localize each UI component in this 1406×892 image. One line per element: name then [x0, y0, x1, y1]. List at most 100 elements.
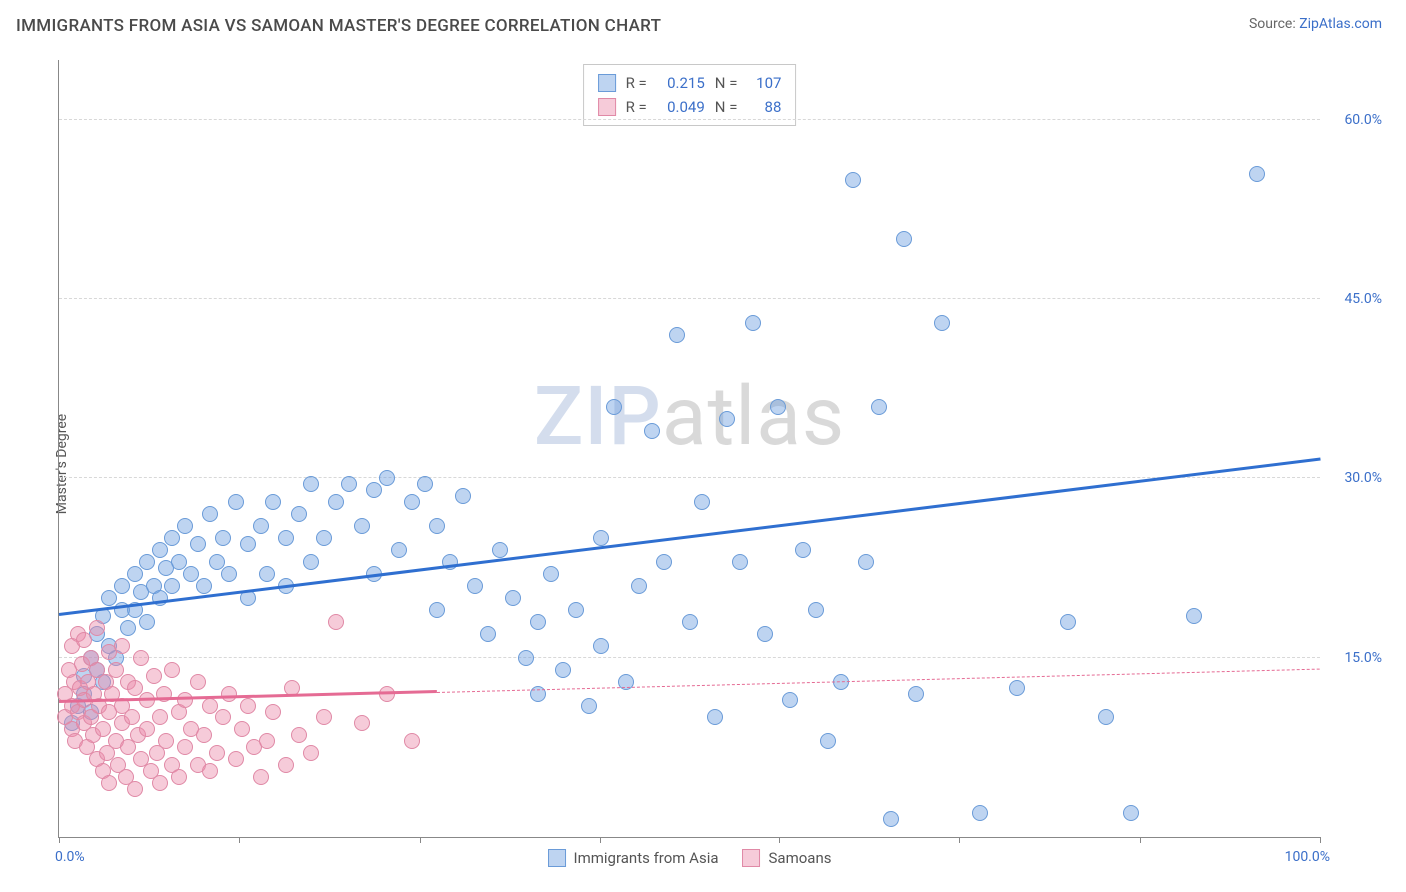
data-point [316, 530, 332, 546]
data-point [644, 423, 660, 439]
data-point [240, 698, 256, 714]
data-point [354, 518, 370, 534]
x-tick [959, 837, 960, 843]
y-tick-label: 30.0% [1344, 470, 1382, 486]
x-axis-max: 100.0% [1285, 849, 1330, 865]
data-point [871, 399, 887, 415]
data-point [265, 704, 281, 720]
data-point [124, 709, 140, 725]
data-point [221, 686, 237, 702]
data-point [1186, 608, 1202, 624]
y-tick-label: 45.0% [1344, 291, 1382, 307]
data-point [732, 554, 748, 570]
data-point [89, 620, 105, 636]
data-point [164, 662, 180, 678]
data-point [303, 554, 319, 570]
data-point [202, 763, 218, 779]
data-point [209, 554, 225, 570]
data-point [291, 506, 307, 522]
stat-r-label: R = [626, 71, 647, 95]
data-point [202, 506, 218, 522]
data-point [354, 715, 370, 731]
data-point [366, 482, 382, 498]
data-point [259, 733, 275, 749]
data-point [114, 638, 130, 654]
data-point [177, 518, 193, 534]
data-point [127, 566, 143, 582]
data-point [669, 327, 685, 343]
data-point [183, 566, 199, 582]
data-point [820, 733, 836, 749]
data-point [606, 399, 622, 415]
data-point [757, 626, 773, 642]
data-point [467, 578, 483, 594]
data-point [152, 709, 168, 725]
data-point [164, 530, 180, 546]
data-point [492, 542, 508, 558]
stat-r-label: R = [626, 95, 647, 119]
data-point [177, 739, 193, 755]
data-point [1123, 805, 1139, 821]
stat-n-label: N = [715, 71, 738, 95]
data-point [120, 620, 136, 636]
data-point [341, 476, 357, 492]
data-point [139, 614, 155, 630]
data-point [215, 709, 231, 725]
stats-row: R =0.049N =88 [598, 95, 782, 119]
data-point [429, 518, 445, 534]
data-point [934, 315, 950, 331]
data-point [896, 231, 912, 247]
data-point [253, 769, 269, 785]
data-point [1098, 709, 1114, 725]
data-point [265, 494, 281, 510]
stat-n-value: 88 [747, 95, 781, 119]
data-point [694, 494, 710, 510]
data-point [101, 590, 117, 606]
data-point [845, 172, 861, 188]
data-point [455, 488, 471, 504]
stat-r-value: 0.049 [657, 95, 705, 119]
data-point [158, 733, 174, 749]
data-point [518, 650, 534, 666]
data-point [228, 751, 244, 767]
data-point [215, 530, 231, 546]
x-tick [59, 837, 60, 843]
data-point [719, 411, 735, 427]
legend-label: Immigrants from Asia [574, 849, 719, 867]
data-point [171, 554, 187, 570]
source-link[interactable]: ZipAtlas.com [1299, 16, 1382, 32]
y-tick-label: 15.0% [1344, 650, 1382, 666]
data-point [391, 542, 407, 558]
stats-legend: R =0.215N =107R =0.049N =88 [583, 64, 797, 126]
data-point [480, 626, 496, 642]
data-point [404, 733, 420, 749]
data-point [707, 709, 723, 725]
data-point [133, 650, 149, 666]
data-point [555, 662, 571, 678]
gridline [59, 477, 1320, 478]
legend-item: Immigrants from Asia [548, 849, 719, 867]
data-point [908, 686, 924, 702]
data-point [316, 709, 332, 725]
data-point [146, 668, 162, 684]
data-point [253, 518, 269, 534]
data-point [209, 745, 225, 761]
watermark: ZIPatlas [534, 369, 845, 465]
data-point [190, 536, 206, 552]
x-tick [1140, 837, 1141, 843]
data-point [429, 602, 445, 618]
data-point [303, 745, 319, 761]
data-point [404, 494, 420, 510]
data-point [196, 578, 212, 594]
data-point [530, 614, 546, 630]
chart-title: IMMIGRANTS FROM ASIA VS SAMOAN MASTER'S … [16, 16, 661, 36]
data-point [101, 775, 117, 791]
gridline [59, 298, 1320, 299]
stat-n-value: 107 [747, 71, 781, 95]
source-credit: Source: ZipAtlas.com [1249, 16, 1382, 32]
data-point [808, 602, 824, 618]
data-point [240, 536, 256, 552]
legend-swatch [598, 98, 616, 116]
stats-row: R =0.215N =107 [598, 71, 782, 95]
x-tick [779, 837, 780, 843]
